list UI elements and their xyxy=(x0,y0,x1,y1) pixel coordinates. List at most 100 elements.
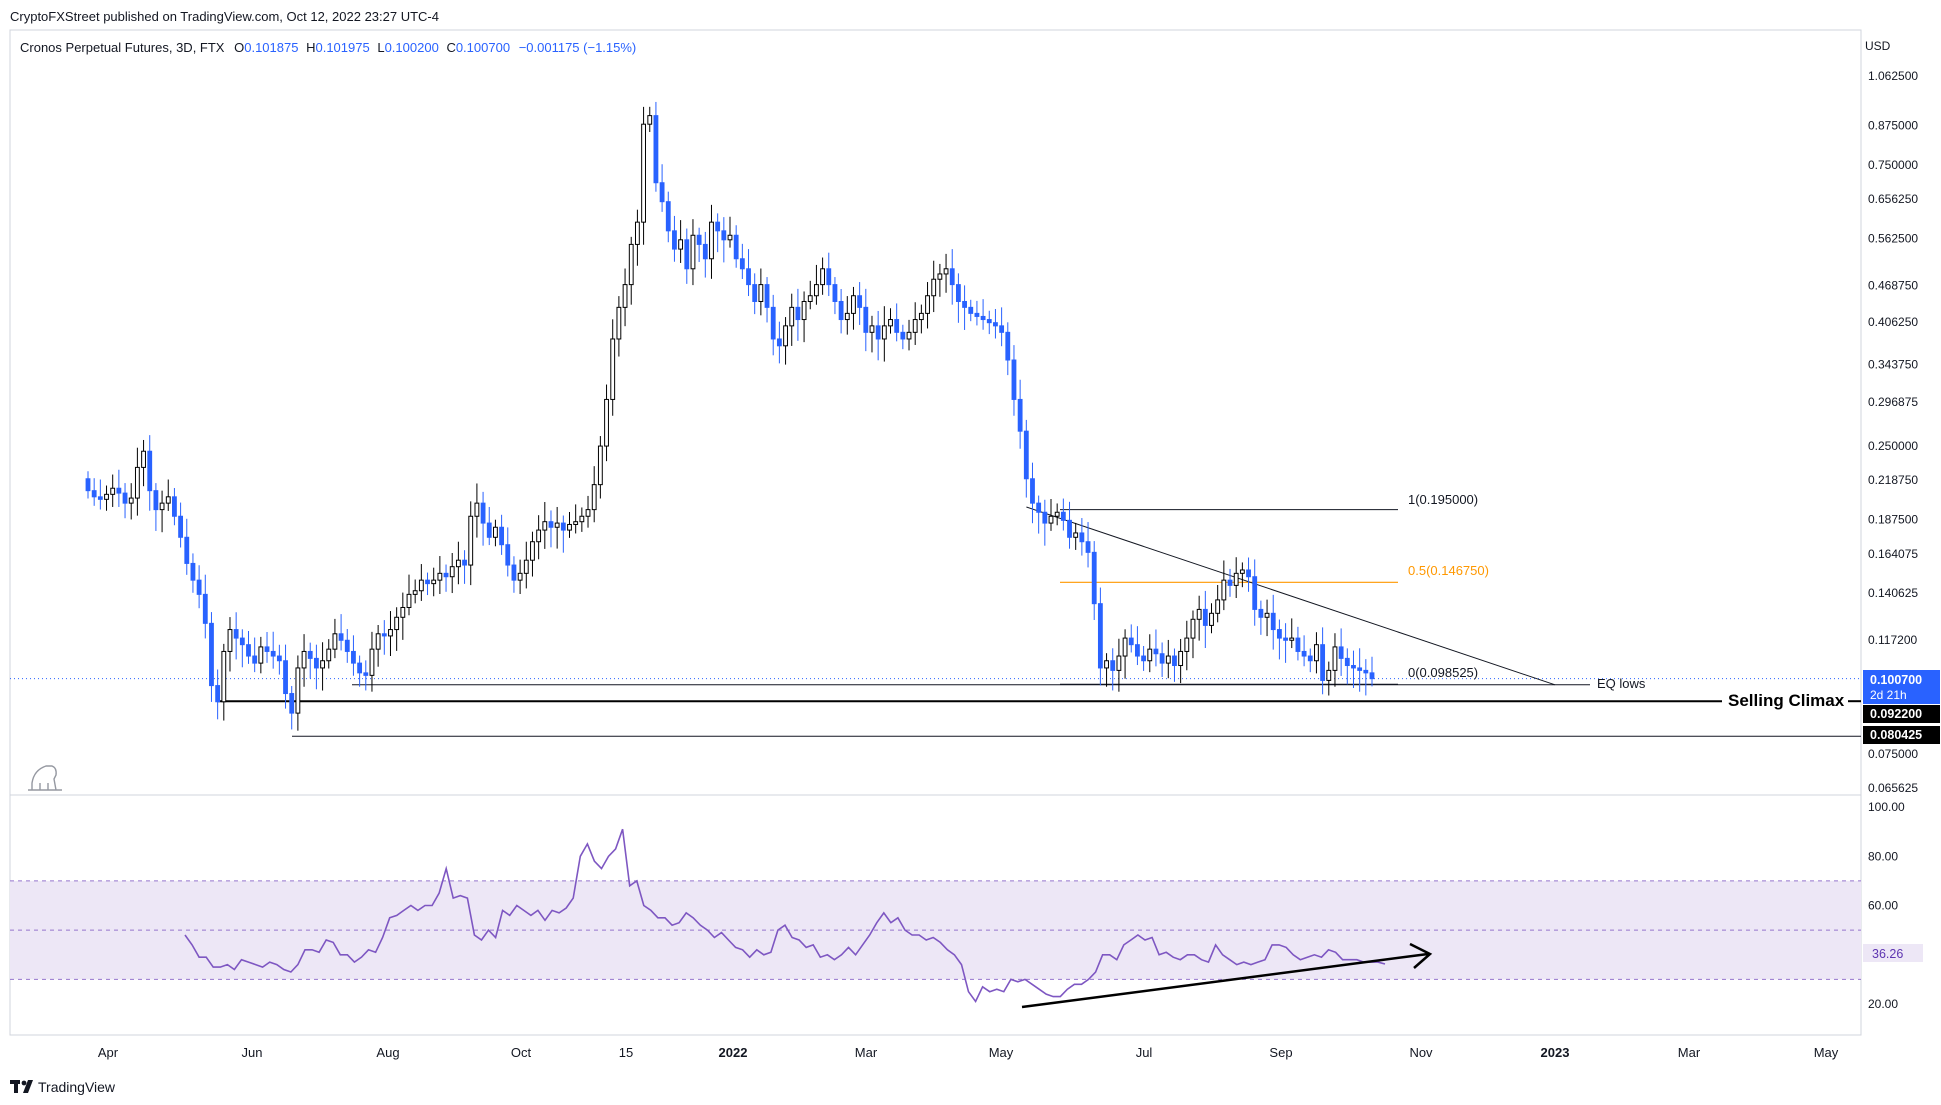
candle-body xyxy=(863,306,869,333)
candle-body xyxy=(406,593,412,608)
candle-body xyxy=(1128,637,1134,646)
candle-body xyxy=(536,529,542,543)
candle-body xyxy=(1097,603,1103,669)
candle-body xyxy=(1147,648,1153,662)
candle xyxy=(227,617,233,672)
candle-body xyxy=(1030,478,1035,504)
candle-body xyxy=(1301,650,1307,657)
candle xyxy=(647,106,653,132)
candle xyxy=(937,263,943,297)
candle xyxy=(912,302,918,345)
candle-body xyxy=(591,484,597,511)
x-tick-label: Apr xyxy=(98,1045,119,1060)
candle-body xyxy=(264,646,270,652)
candle-body xyxy=(511,564,517,581)
candle-body xyxy=(178,515,184,538)
candle-body xyxy=(702,243,708,260)
candle xyxy=(888,308,893,334)
price-tick-label: 0.656250 xyxy=(1868,192,1918,206)
candle xyxy=(1036,495,1042,534)
candle xyxy=(758,268,764,316)
candle xyxy=(523,541,529,589)
candle-body xyxy=(172,496,177,517)
candle xyxy=(215,669,221,720)
candle xyxy=(567,511,572,538)
candle xyxy=(480,491,486,546)
candle xyxy=(1196,595,1202,641)
candle xyxy=(1252,559,1258,626)
ohlc-c-value: 0.100700 xyxy=(456,40,510,55)
candle-body xyxy=(1252,576,1258,610)
candle-body xyxy=(1135,644,1140,657)
ohlc-h-label: H xyxy=(306,40,315,55)
candle-body xyxy=(918,312,924,321)
candle-body xyxy=(134,466,140,499)
candle-body xyxy=(480,502,486,524)
candle-body xyxy=(455,559,461,568)
price-tick-label: 0.750000 xyxy=(1868,158,1918,172)
candle xyxy=(739,243,745,279)
candle xyxy=(462,550,467,584)
candle-body xyxy=(412,590,418,595)
candle-body xyxy=(499,526,505,546)
candle xyxy=(381,620,387,655)
candle-body xyxy=(202,593,208,624)
candle-body xyxy=(369,648,375,676)
candle-body xyxy=(1011,359,1017,400)
candle-body xyxy=(776,338,782,347)
candle xyxy=(554,506,560,549)
candle xyxy=(918,304,924,334)
candle xyxy=(1104,653,1109,687)
candle-body xyxy=(388,629,393,637)
candle-body xyxy=(122,492,128,504)
candle-body xyxy=(715,221,721,232)
candle xyxy=(493,519,498,547)
candle xyxy=(1239,562,1245,588)
candle-body xyxy=(1196,608,1202,620)
price-tick-label: 0.218750 xyxy=(1868,473,1918,487)
candle xyxy=(838,289,844,334)
x-tick-label: Sep xyxy=(1269,1045,1292,1060)
selling-climax-price: 0.092200 xyxy=(1870,707,1922,721)
x-tick-label: Aug xyxy=(376,1045,399,1060)
candle xyxy=(468,501,474,586)
candle-body xyxy=(400,606,406,618)
candle xyxy=(1141,646,1147,671)
candle xyxy=(530,531,535,577)
candle xyxy=(1369,656,1375,687)
candle-body xyxy=(696,234,702,245)
candle xyxy=(1264,599,1270,637)
candle xyxy=(394,607,400,651)
candle-body xyxy=(239,637,245,646)
symbol-info: Cronos Perpetual Futures, 3D, FTX O0.101… xyxy=(20,40,636,55)
candle xyxy=(1073,522,1079,550)
candle xyxy=(641,106,646,245)
candle-body xyxy=(678,239,684,250)
candle-body xyxy=(159,502,165,511)
x-tick-label: May xyxy=(989,1045,1014,1060)
candle xyxy=(1209,603,1214,634)
candle xyxy=(295,655,301,731)
candle-body xyxy=(616,306,622,340)
candle xyxy=(1079,518,1085,556)
candle-body xyxy=(295,667,301,714)
candle xyxy=(221,643,227,721)
candle xyxy=(573,504,579,534)
ohlc-c-label: C xyxy=(446,40,455,55)
candle-body xyxy=(567,523,572,531)
candle xyxy=(1135,626,1140,666)
candle xyxy=(1147,634,1153,673)
candle xyxy=(1363,659,1369,696)
candle-body xyxy=(517,572,523,581)
candle-body xyxy=(826,268,832,286)
candle xyxy=(968,299,974,322)
candle-body xyxy=(894,319,900,333)
candle xyxy=(616,296,622,357)
candle xyxy=(505,527,511,577)
candle xyxy=(955,273,961,323)
candle xyxy=(511,556,517,593)
rsi-band xyxy=(10,880,1861,980)
candle xyxy=(369,631,375,692)
candle xyxy=(97,479,103,510)
candle-body xyxy=(925,295,930,314)
